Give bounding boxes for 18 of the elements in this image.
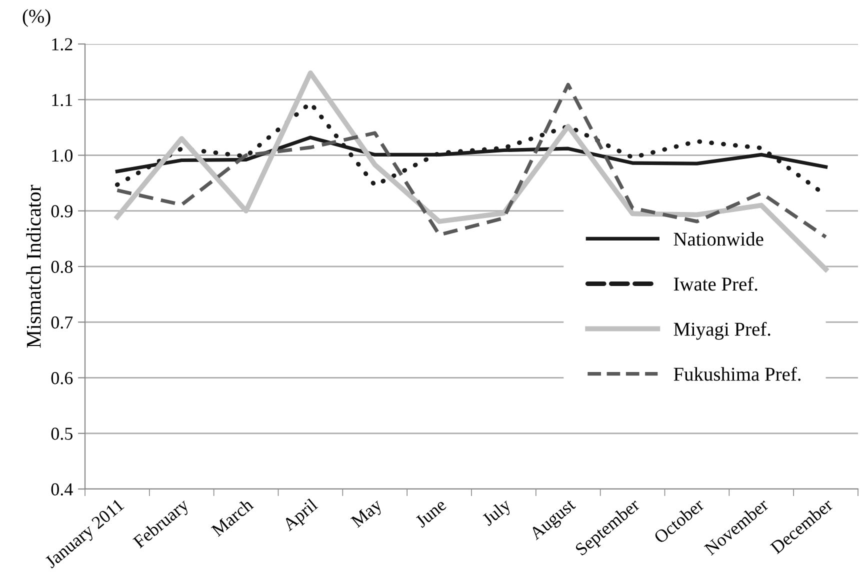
y-tick-label: 0.6 [51, 372, 73, 384]
legend-label: Iwate Pref. [674, 276, 758, 291]
text: (%) [22, 9, 50, 27]
y-tick-label: 1.2 [52, 38, 72, 51]
x-tick-label: July [480, 497, 514, 530]
y-tick-label: 0.9 [51, 205, 72, 218]
y-tick-label: 0.7 [51, 316, 73, 329]
y-tick-label: 0.8 [51, 260, 73, 274]
y-tick-label: 1.0 [52, 150, 73, 162]
x-tick-label: June [414, 498, 447, 528]
y-axis-title: Mismatch Indicator [26, 184, 41, 348]
y-tick-label: 0.5 [51, 428, 72, 440]
y-tick-label: 1.1 [52, 94, 72, 106]
legend-label: Nationwide [674, 232, 764, 246]
y-tick-label: 0.4 [51, 483, 73, 496]
legend-label: Fukushima Pref. [674, 366, 800, 381]
legend-label: Miyagi Pref. [674, 322, 770, 340]
x-tick-label: May [350, 498, 386, 531]
